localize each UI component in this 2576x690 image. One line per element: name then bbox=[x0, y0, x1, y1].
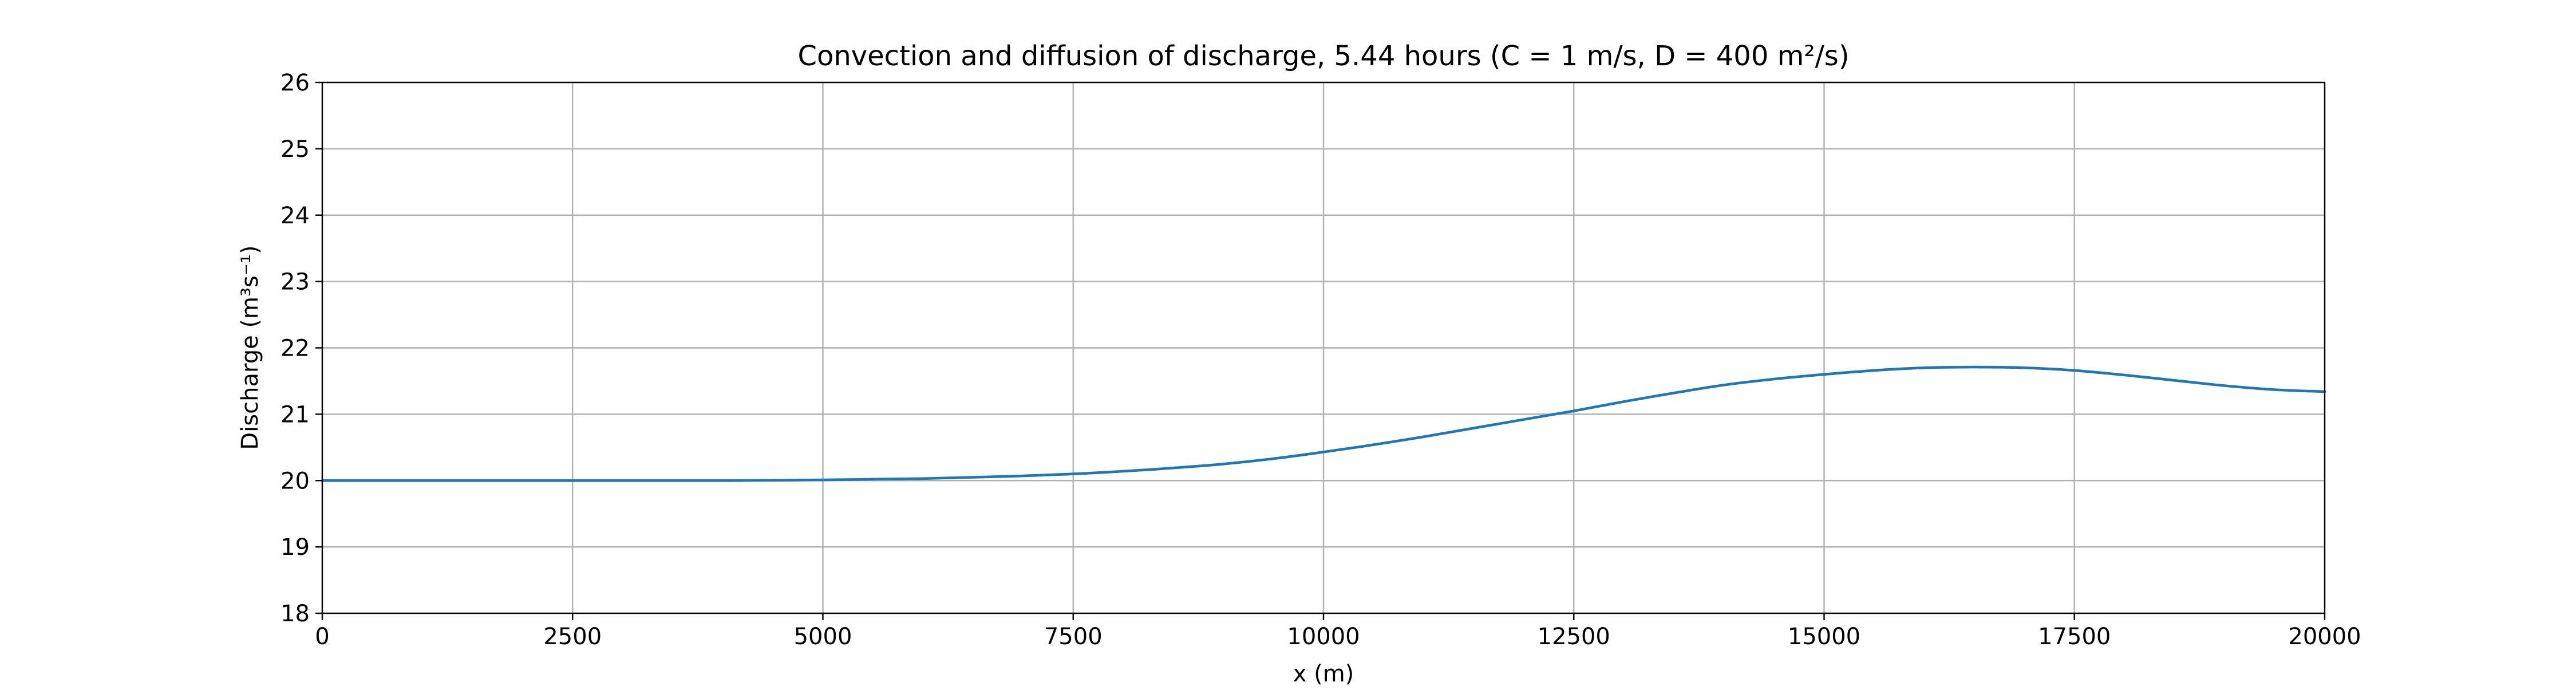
axis-ticks: 0 2500 5000 7500 10000 12500 15000 17500 20000 18… bbox=[280, 70, 2361, 650]
series-layer bbox=[321, 365, 2326, 482]
x-tick-label: 7500 bbox=[1044, 624, 1103, 650]
x-tick-label: 20000 bbox=[2288, 624, 2361, 650]
x-tick-label: 2500 bbox=[543, 624, 602, 650]
x-tick-label: 12500 bbox=[1538, 624, 1610, 650]
x-tick-label: 0 bbox=[315, 624, 329, 650]
x-tick-label: 5000 bbox=[794, 624, 852, 650]
y-tick-label: 19 bbox=[280, 534, 310, 561]
y-tick-label: 25 bbox=[280, 136, 310, 163]
y-tick-label: 20 bbox=[280, 468, 310, 494]
x-tick-label: 17500 bbox=[2038, 624, 2111, 650]
y-tick-label: 26 bbox=[280, 70, 310, 96]
chart-title: Convection and diffusion of discharge, 5… bbox=[797, 40, 1849, 72]
y-tick-label: 23 bbox=[280, 269, 310, 295]
y-tick-label: 21 bbox=[280, 401, 310, 428]
y-axis-label: Discharge (m³s⁻¹) bbox=[237, 245, 263, 450]
grid bbox=[321, 81, 2326, 614]
x-tick-label: 15000 bbox=[1788, 624, 1860, 650]
y-tick-label: 22 bbox=[280, 336, 310, 362]
y-tick-label: 24 bbox=[280, 203, 310, 229]
y-tick-label: 18 bbox=[280, 601, 310, 627]
x-axis-label: x (m) bbox=[1293, 661, 1354, 687]
x-tick-label: 10000 bbox=[1287, 624, 1360, 650]
discharge-series-line bbox=[321, 365, 2326, 482]
